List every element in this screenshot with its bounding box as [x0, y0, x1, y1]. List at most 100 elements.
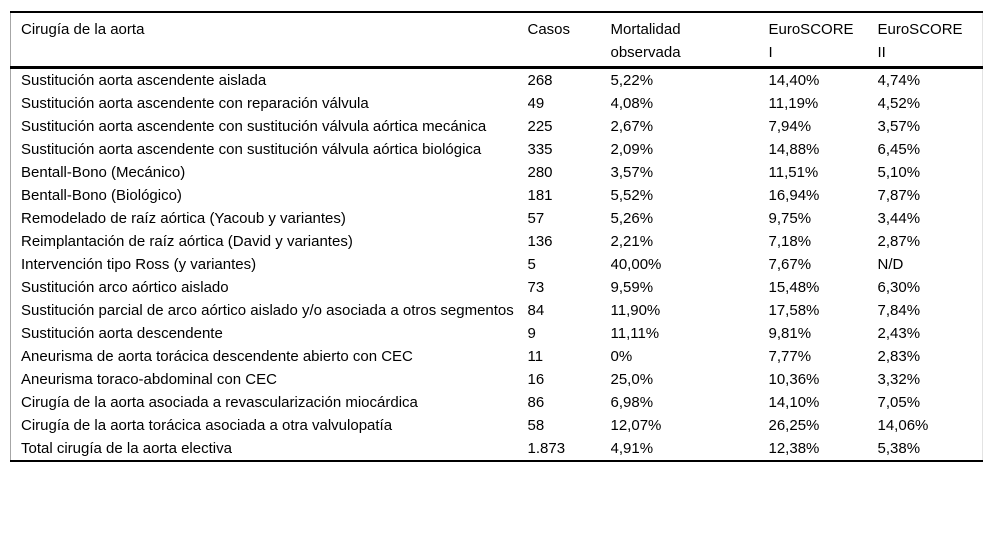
mortalidad-observada-value: 11,90%	[610, 302, 661, 319]
table-row: Bentall-Bono (Biológico) 181 5,52% 16,94% 7,…	[11, 184, 983, 207]
table-row: Aneurisma toraco-abdominal con CEC 16 25,0…	[11, 368, 983, 391]
euroscore-2-value: 4,52%	[877, 95, 921, 112]
casos-value: 1.873	[527, 440, 566, 457]
casos-value: 84	[527, 302, 545, 319]
euroscore-2-value: 2,43%	[877, 325, 921, 342]
procedure-label: Total cirugía de la aorta electiva	[21, 440, 232, 457]
table-header: Cirugía de la aorta Casos Mortalidad obs…	[10, 12, 983, 69]
column-header-euroscore-1: EuroSCORE I	[768, 12, 878, 69]
procedure-label: Sustitución parcial de arco aórtico aisl…	[21, 302, 514, 319]
casos-value: 73	[527, 279, 545, 296]
euroscore-2-value: 3,57%	[877, 118, 921, 135]
procedure-label: Sustitución arco aórtico aislado	[21, 279, 229, 296]
euroscore-2-value: 6,45%	[877, 141, 921, 158]
column-header-casos: Casos	[527, 12, 611, 69]
procedure-label: Intervención tipo Ross (y variantes)	[21, 256, 257, 273]
euroscore-2-value: 5,38%	[877, 440, 921, 457]
procedure-label: Cirugía de la aorta asociada a revascula…	[21, 394, 418, 411]
table-row: Reimplantación de raíz aórtica (David y …	[11, 230, 983, 253]
euroscore-2-value: 4,74%	[877, 72, 921, 89]
euroscore-1-value: 7,94%	[768, 118, 812, 135]
euroscore-1-value: 7,77%	[768, 348, 812, 365]
procedure-label: Reimplantación de raíz aórtica (David y …	[21, 233, 353, 250]
euroscore-1-value: 12,38%	[768, 440, 820, 457]
mortalidad-observada-value: 40,00%	[610, 256, 662, 273]
procedure-label: Aneurisma toraco-abdominal con CEC	[21, 371, 277, 388]
casos-value: 5	[527, 256, 536, 273]
column-header-procedure: Cirugía de la aorta	[10, 12, 528, 69]
euroscore-2-value: 7,87%	[877, 187, 921, 204]
procedure-label: Sustitución aorta descendente	[21, 325, 223, 342]
euroscore-1-value: 15,48%	[768, 279, 820, 296]
procedure-label: Sustitución aorta ascendente con sustitu…	[21, 141, 482, 158]
mortalidad-observada-value: 5,26%	[610, 210, 654, 227]
casos-value: 49	[527, 95, 545, 112]
mortalidad-observada-value: 4,91%	[610, 440, 654, 457]
euroscore-1-value: 7,18%	[768, 233, 812, 250]
table-row: Cirugía de la aorta torácica asociada a …	[11, 414, 983, 437]
mortalidad-observada-value: 6,98%	[610, 394, 654, 411]
table-row: Sustitución aorta ascendente con sustitu…	[11, 138, 983, 161]
procedure-label: Sustitución aorta ascendente aislada	[21, 72, 267, 89]
euroscore-1-value: 11,51%	[768, 164, 819, 181]
procedure-label: Aneurisma de aorta torácica descendente …	[21, 348, 413, 365]
table-row: Aneurisma de aorta torácica descendente …	[11, 345, 983, 368]
euroscore-1-value: 7,67%	[768, 256, 812, 273]
casos-value: 335	[527, 141, 553, 158]
table-row-total: Total cirugía de la aorta electiva 1.873 4…	[11, 437, 983, 461]
euroscore-2-value: 3,32%	[877, 371, 921, 388]
casos-value: 16	[527, 371, 545, 388]
euroscore-2-value: 5,10%	[877, 164, 921, 181]
aorta-surgery-table: Cirugía de la aorta Casos Mortalidad obs…	[10, 11, 983, 462]
casos-value: 280	[527, 164, 553, 181]
euroscore-2-value: 14,06%	[877, 417, 929, 434]
casos-value: 86	[527, 394, 545, 411]
table-row: Sustitución aorta ascendente con reparac…	[11, 92, 983, 115]
euroscore-1-value: 14,10%	[768, 394, 820, 411]
euroscore-2-value: N/D	[877, 256, 904, 273]
mortalidad-observada-value: 2,21%	[610, 233, 654, 250]
mortalidad-observada-value: 4,08%	[610, 95, 654, 112]
euroscore-1-value: 11,19%	[768, 95, 819, 112]
euroscore-1-value: 9,81%	[768, 325, 812, 342]
euroscore-1-value: 10,36%	[768, 371, 820, 388]
procedure-label: Bentall-Bono (Biológico)	[21, 187, 182, 204]
procedure-label: Bentall-Bono (Mecánico)	[21, 164, 186, 181]
mortalidad-observada-value: 2,67%	[610, 118, 654, 135]
euroscore-2-value: 2,83%	[877, 348, 921, 365]
table-row: Sustitución parcial de arco aórtico aisl…	[11, 299, 983, 322]
mortalidad-observada-value: 5,22%	[610, 72, 654, 89]
mortalidad-observada-value: 12,07%	[610, 417, 662, 434]
table-row: Cirugía de la aorta asociada a revascula…	[11, 391, 983, 414]
euroscore-1-value: 17,58%	[768, 302, 820, 319]
mortalidad-observada-value: 11,11%	[610, 325, 660, 342]
column-header-mortalidad-observada: Mortalidad observada	[610, 12, 769, 69]
table-row: Sustitución aorta ascendente con sustitu…	[11, 115, 983, 138]
euroscore-2-value: 2,87%	[877, 233, 921, 250]
euroscore-2-value: 7,84%	[877, 302, 921, 319]
table-body: Sustitución aorta ascendente aislada 268 5…	[11, 68, 983, 462]
euroscore-1-value: 14,88%	[768, 141, 820, 158]
casos-value: 136	[527, 233, 553, 250]
euroscore-1-value: 26,25%	[768, 417, 820, 434]
table-row: Sustitución aorta descendente 9 11,11% 9,81…	[11, 322, 983, 345]
table-row: Intervención tipo Ross (y variantes) 5 40,…	[11, 253, 983, 276]
table-row: Sustitución aorta ascendente aislada 268 5…	[11, 68, 983, 93]
casos-value: 57	[527, 210, 545, 227]
mortalidad-observada-value: 25,0%	[610, 371, 654, 388]
euroscore-2-value: 7,05%	[877, 394, 921, 411]
procedure-label: Sustitución aorta ascendente con reparac…	[21, 95, 369, 112]
casos-value: 268	[527, 72, 553, 89]
euroscore-2-value: 6,30%	[877, 279, 921, 296]
euroscore-2-value: 3,44%	[877, 210, 921, 227]
casos-value: 225	[527, 118, 553, 135]
mortalidad-observada-value: 5,52%	[610, 187, 654, 204]
aorta-surgery-table-wrap: Cirugía de la aorta Casos Mortalidad obs…	[10, 11, 983, 462]
mortalidad-observada-value: 3,57%	[610, 164, 654, 181]
procedure-label: Sustitución aorta ascendente con sustitu…	[21, 118, 487, 135]
mortalidad-observada-value: 9,59%	[610, 279, 654, 296]
euroscore-1-value: 16,94%	[768, 187, 820, 204]
table-row: Bentall-Bono (Mecánico) 280 3,57% 11,51% 5,1…	[11, 161, 983, 184]
mortalidad-observada-value: 2,09%	[610, 141, 654, 158]
